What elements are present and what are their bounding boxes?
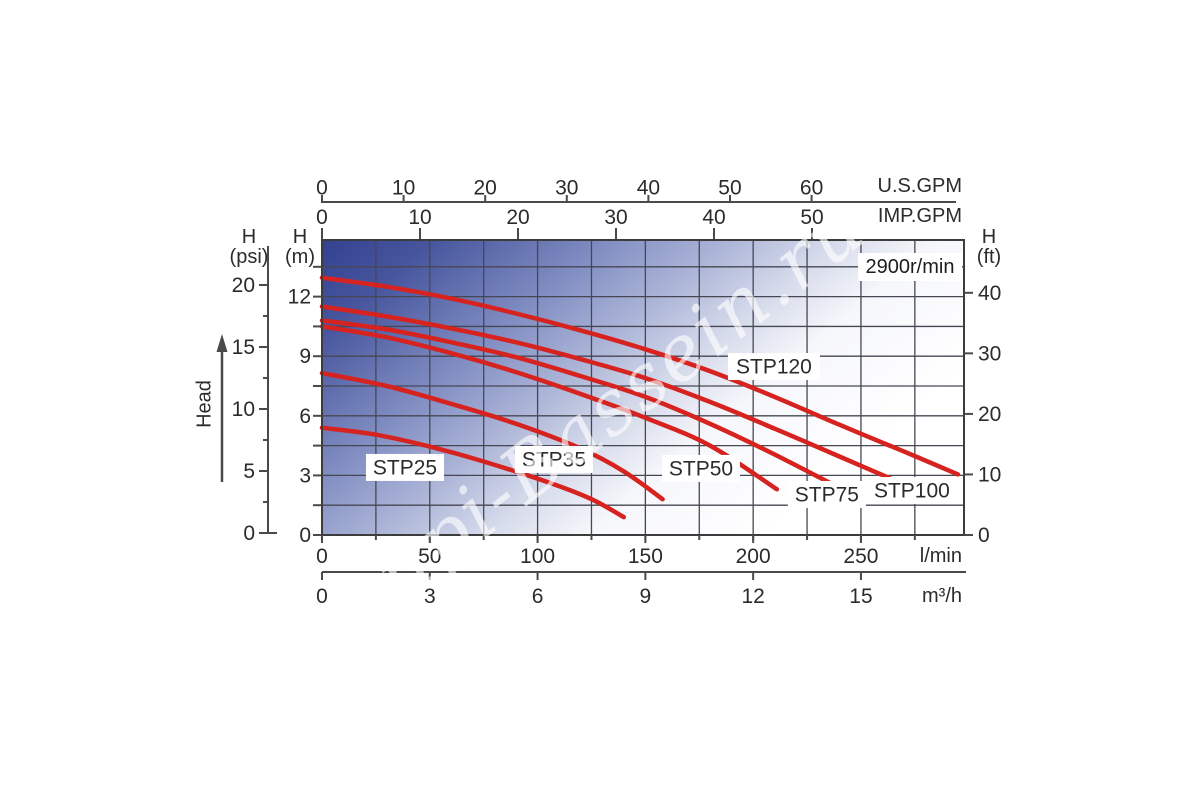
svg-text:50: 50 (718, 177, 741, 200)
svg-text:40: 40 (978, 282, 1001, 305)
svg-text:10: 10 (978, 463, 1001, 486)
svg-text:0: 0 (316, 585, 328, 608)
axes: 0 10 20 30 40 50 600 10 20 30 40 500 50 100 150 200 2500… (232, 177, 1002, 609)
svg-text:20: 20 (506, 206, 529, 229)
svg-text:STP75: STP75 (795, 483, 859, 506)
svg-text:6: 6 (532, 585, 544, 608)
m-axis-heading: H (m) (274, 227, 326, 267)
curve-label-STP100: STP100 (865, 476, 958, 504)
rotation-speed-badge: 2900r/min (858, 253, 962, 281)
svg-text:12: 12 (741, 585, 764, 608)
svg-text:6: 6 (299, 405, 311, 428)
curve-STP120 (319, 275, 961, 477)
svg-text:150: 150 (628, 545, 663, 568)
svg-text:STP50: STP50 (669, 457, 733, 480)
svg-text:20: 20 (474, 177, 497, 200)
m-axis-heading-symbol: H (292, 226, 308, 248)
svg-text:5: 5 (243, 460, 255, 483)
ft-axis-heading-symbol: H (981, 226, 997, 248)
ft-axis-heading-unit: (ft) (976, 246, 1002, 268)
svg-text:200: 200 (736, 545, 771, 568)
psi-axis-heading-symbol: H (241, 226, 257, 248)
svg-text:STP120: STP120 (736, 356, 812, 379)
pump-curves (319, 275, 961, 520)
svg-text:40: 40 (637, 177, 660, 200)
curve-STP35 (319, 370, 665, 502)
svg-text:60: 60 (800, 177, 823, 200)
svg-text:50: 50 (418, 545, 441, 568)
psi-axis-heading-unit: (psi) (229, 246, 269, 268)
m-axis-heading-unit: (m) (285, 246, 315, 268)
svg-text:0: 0 (316, 545, 328, 568)
svg-text:3: 3 (424, 585, 436, 608)
curve-label-STP25: STP25 (365, 453, 444, 481)
curve-STP75 (319, 318, 851, 495)
svg-text:30: 30 (555, 177, 578, 200)
curve-STP50 (319, 324, 780, 492)
svg-text:STP100: STP100 (874, 479, 950, 502)
svg-text:3: 3 (299, 464, 311, 487)
svg-text:0: 0 (316, 177, 328, 200)
curve-label-STP50: STP50 (661, 454, 740, 482)
svg-text:0: 0 (299, 524, 311, 547)
head-axis-label: Head (193, 380, 216, 428)
svg-text:0: 0 (316, 206, 328, 229)
svg-text:10: 10 (408, 206, 431, 229)
m3h-unit-label: m³/h (922, 585, 962, 607)
head-axis-arrow (216, 334, 228, 482)
svg-text:12: 12 (288, 286, 311, 309)
curve-labels: STP25 STP35 STP50 STP75 STP100 STP120 (365, 353, 958, 508)
lmin-unit-label: l/min (919, 545, 962, 567)
psi-axis-heading: H (psi) (220, 227, 278, 267)
svg-text:20: 20 (232, 274, 255, 297)
curve-label-STP120: STP120 (727, 353, 820, 381)
svg-text:100: 100 (520, 545, 555, 568)
svg-text:10: 10 (232, 398, 255, 421)
curve-STP25 (319, 425, 627, 520)
curve-label-STP35: STP35 (514, 446, 593, 474)
imp-gpm-unit-label: IMP.GPM (877, 205, 962, 227)
plot-border (321, 239, 965, 536)
svg-text:STP35: STP35 (522, 449, 586, 472)
svg-text:10: 10 (392, 177, 415, 200)
svg-text:0: 0 (243, 522, 255, 545)
svg-text:9: 9 (640, 585, 652, 608)
ft-axis-heading: H (ft) (961, 227, 1017, 267)
svg-text:30: 30 (604, 206, 627, 229)
svg-text:9: 9 (299, 345, 311, 368)
svg-text:30: 30 (978, 342, 1001, 365)
svg-text:15: 15 (849, 585, 872, 608)
curve-STP100 (319, 304, 909, 488)
svg-text:250: 250 (843, 545, 878, 568)
svg-text:15: 15 (232, 336, 255, 359)
curve-label-STP75: STP75 (787, 480, 866, 508)
us-gpm-unit-label: U.S.GPM (877, 175, 962, 197)
svg-text:STP25: STP25 (373, 456, 437, 479)
svg-text:20: 20 (978, 403, 1001, 426)
svg-text:40: 40 (702, 206, 725, 229)
svg-text:0: 0 (978, 524, 990, 547)
svg-text:50: 50 (800, 206, 823, 229)
